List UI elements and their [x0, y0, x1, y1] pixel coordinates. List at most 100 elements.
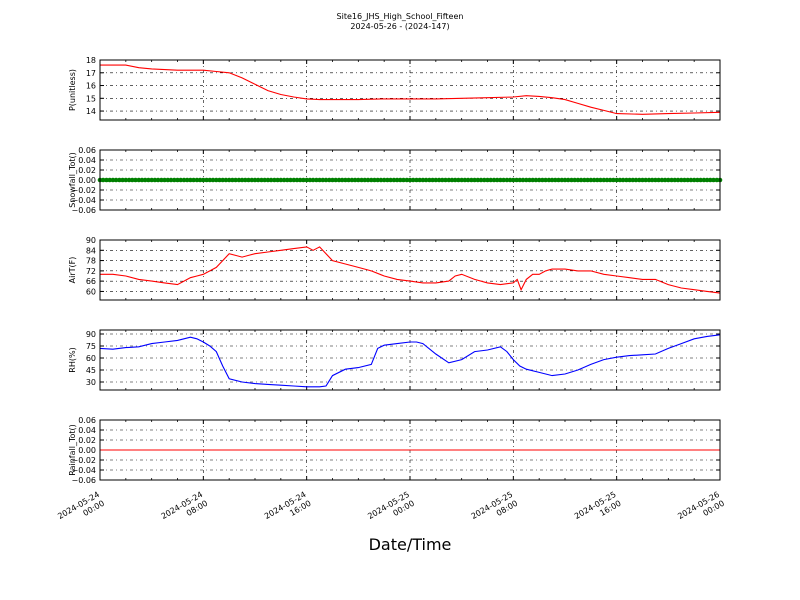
- data-point: [595, 177, 600, 183]
- data-point: [443, 177, 448, 183]
- data-point: [617, 177, 623, 183]
- data-point: [430, 177, 435, 183]
- axes-frame: [99, 419, 721, 481]
- data-point: [162, 177, 167, 183]
- data-point: [472, 177, 477, 183]
- data-point: [565, 177, 571, 183]
- data-point: [349, 177, 355, 183]
- data-point: [685, 177, 690, 183]
- data-point: [259, 177, 264, 183]
- data-point: [708, 177, 713, 183]
- data-point: [478, 177, 484, 183]
- y-tick-label: 45: [86, 366, 96, 375]
- data-point: [679, 177, 684, 183]
- data-point: [485, 177, 490, 183]
- data-point: [304, 177, 310, 183]
- data-point: [343, 177, 348, 183]
- data-point: [662, 177, 668, 183]
- data-point: [688, 177, 694, 183]
- data-point: [159, 177, 164, 183]
- data-point: [239, 177, 245, 183]
- data-point: [346, 177, 351, 183]
- data-point: [588, 177, 594, 183]
- data-point: [575, 177, 581, 183]
- data-point: [517, 177, 523, 183]
- data-point: [120, 177, 125, 183]
- data-point: [627, 177, 632, 183]
- data-point: [653, 177, 658, 183]
- data-point: [569, 177, 574, 183]
- series-line: [100, 64, 721, 115]
- y-tick-label: 0.02: [78, 166, 96, 175]
- data-point: [465, 177, 471, 183]
- data-point: [333, 177, 339, 183]
- y-tick-label: 0.04: [78, 426, 96, 435]
- data-point: [265, 177, 271, 183]
- y-axis-label: Snowfall_Tot(): [68, 152, 77, 208]
- data-point: [675, 177, 681, 183]
- series-line: [99, 334, 721, 388]
- data-point: [191, 177, 196, 183]
- data-point: [378, 177, 384, 183]
- data-point: [714, 177, 720, 183]
- data-point: [291, 177, 297, 183]
- data-point: [491, 177, 497, 183]
- y-tick-label: 90: [86, 236, 96, 245]
- data-point: [482, 177, 487, 183]
- data-point: [155, 177, 161, 183]
- data-point: [359, 177, 364, 183]
- data-point: [323, 177, 329, 183]
- y-tick-label: 60: [86, 354, 96, 363]
- data-point: [146, 177, 151, 183]
- y-tick-label: 17: [86, 69, 96, 78]
- data-point: [272, 177, 277, 183]
- data-point: [330, 177, 335, 183]
- data-point: [520, 177, 526, 183]
- data-point: [327, 177, 332, 183]
- data-point: [704, 177, 710, 183]
- data-point: [268, 177, 274, 183]
- y-tick-label: 60: [86, 287, 96, 296]
- data-point: [294, 177, 300, 183]
- data-point: [666, 177, 671, 183]
- data-point: [410, 177, 416, 183]
- data-point: [204, 177, 209, 183]
- data-point: [362, 177, 368, 183]
- y-tick-label: 72: [86, 267, 96, 276]
- data-point: [175, 177, 180, 183]
- data-point: [394, 177, 400, 183]
- data-point: [288, 177, 293, 183]
- data-point: [230, 177, 235, 183]
- data-point: [233, 177, 238, 183]
- data-point: [611, 177, 616, 183]
- data-point: [178, 177, 183, 183]
- data-point: [130, 177, 135, 183]
- data-point: [388, 177, 393, 183]
- data-point: [142, 177, 148, 183]
- data-point: [100, 177, 106, 183]
- y-tick-label: 16: [86, 82, 96, 91]
- data-point: [226, 177, 232, 183]
- data-point: [553, 177, 558, 183]
- y-axis-label: P(unitless): [68, 69, 77, 111]
- data-point: [640, 177, 645, 183]
- panels: 1415161718P(unitless)−0.06−0.04−0.020.00…: [68, 56, 723, 485]
- data-point: [695, 177, 700, 183]
- data-point: [165, 177, 171, 183]
- axes-frame: [99, 59, 721, 121]
- data-point: [420, 177, 426, 183]
- y-axis-label: RH(%): [68, 347, 77, 372]
- data-point: [126, 177, 132, 183]
- axes-frame: [99, 239, 721, 301]
- panel-5: −0.06−0.04−0.020.000.020.040.06Rainfall_…: [68, 416, 721, 485]
- data-point: [649, 177, 655, 183]
- data-point: [301, 177, 306, 183]
- data-point: [624, 177, 629, 183]
- y-tick-label: 90: [86, 330, 96, 339]
- data-point: [381, 177, 387, 183]
- data-point: [107, 177, 112, 183]
